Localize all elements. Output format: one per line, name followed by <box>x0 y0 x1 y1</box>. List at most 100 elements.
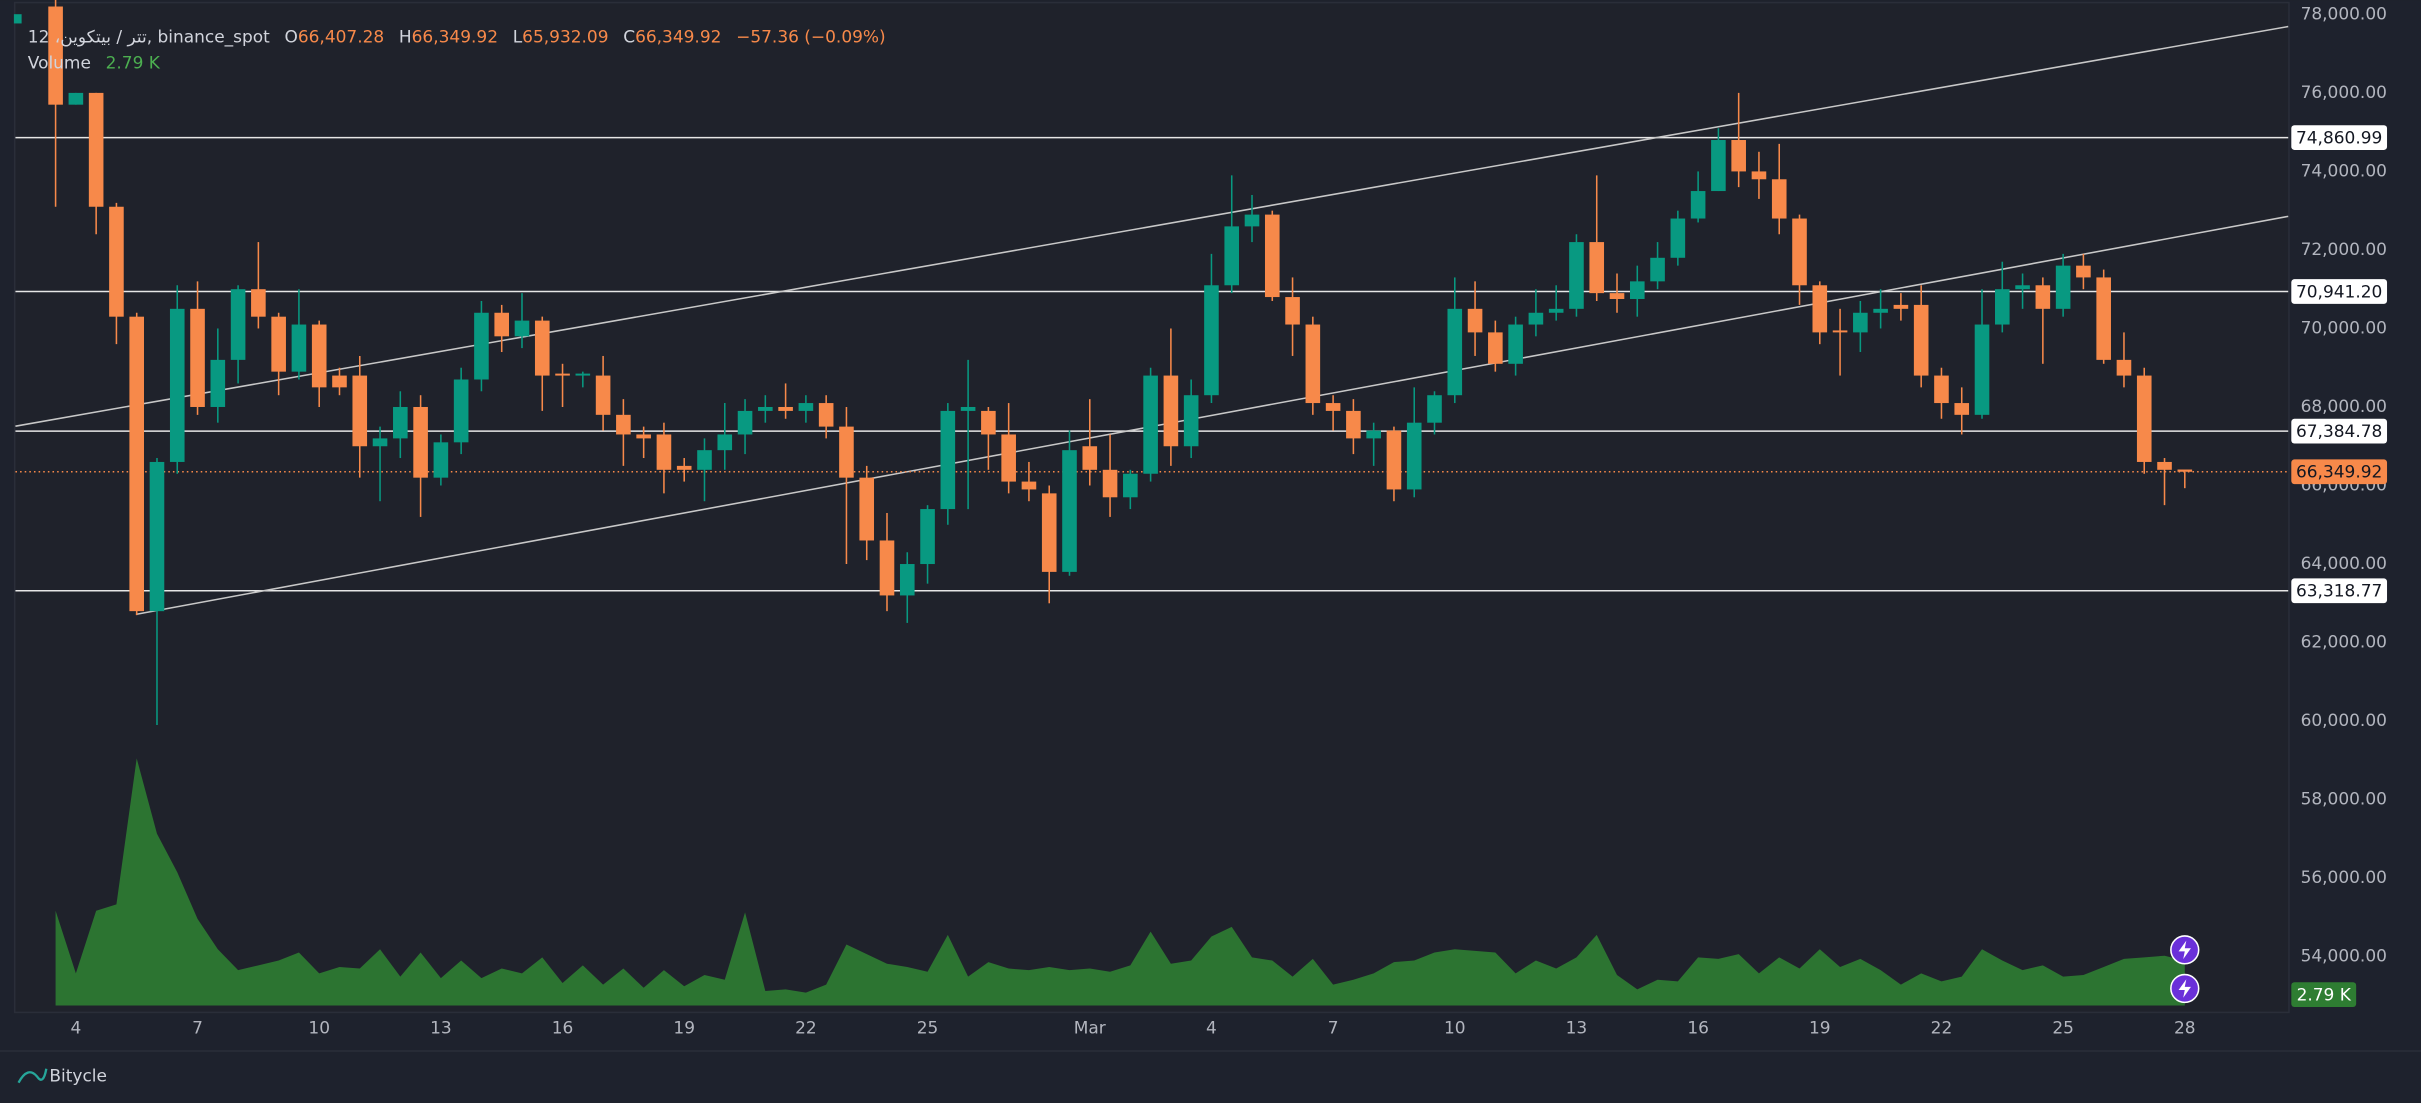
field-key: L <box>513 27 523 47</box>
x-tick-label: 22 <box>795 1019 817 1039</box>
x-tick-label: 10 <box>308 1019 330 1039</box>
candle-body <box>798 403 814 411</box>
y-tick-label: 60,000.00 <box>2301 711 2387 731</box>
trend-line <box>15 25 2289 427</box>
field-value: 66,349.92 <box>412 27 498 47</box>
field-key: O <box>284 27 297 47</box>
x-tick-label: 13 <box>430 1019 452 1039</box>
candle-body <box>352 375 368 447</box>
candle-body <box>2035 285 2051 309</box>
candle-body <box>1548 308 1564 313</box>
alert-icon[interactable] <box>2170 935 2200 965</box>
candle-body <box>778 406 793 411</box>
x-tick-label: 7 <box>1328 1019 1339 1039</box>
candle-body <box>818 403 834 427</box>
candle-body <box>697 450 712 470</box>
candle-body <box>1792 218 1807 286</box>
x-tick-label: 16 <box>1687 1019 1709 1039</box>
candle-body <box>1062 450 1077 572</box>
price-label: 74,860.99 <box>2296 128 2382 148</box>
x-tick-label: 10 <box>1444 1019 1466 1039</box>
candle-body <box>879 540 895 596</box>
y-tick-label: 56,000.00 <box>2301 868 2387 888</box>
candle-body <box>1102 469 1118 498</box>
alert-icon[interactable] <box>2170 973 2200 1004</box>
candle-body <box>555 373 570 376</box>
candle-body <box>291 324 307 372</box>
candle-body <box>1528 312 1544 325</box>
y-tick-label: 58,000.00 <box>2301 790 2387 810</box>
candle-body <box>1021 481 1037 490</box>
candle-body <box>1569 242 1584 309</box>
candle-body <box>960 406 976 411</box>
volume-legend: Volume 2.79 K <box>28 54 161 74</box>
candle-body <box>1041 493 1057 572</box>
candle-body <box>2076 265 2091 278</box>
candle-body <box>595 375 611 415</box>
price-label-box <box>2291 418 2388 444</box>
logo <box>17 1068 48 1084</box>
price-label: 63,318.77 <box>2296 582 2382 602</box>
candle-body <box>190 308 205 407</box>
change: −57.36 (−0.09%) <box>736 27 886 47</box>
candle-body <box>109 206 124 317</box>
candle-body <box>1650 257 1665 282</box>
y-tick-label: 68,000.00 <box>2301 397 2387 417</box>
candle-body <box>534 320 550 376</box>
candle-body <box>169 308 185 462</box>
candle-body <box>1406 422 1422 490</box>
candle-body <box>474 312 489 380</box>
volume-label-box <box>2291 982 2357 1007</box>
candle-body <box>737 410 753 435</box>
last-price-label: 66,349.92 <box>2296 463 2382 483</box>
field-key: H <box>399 27 412 47</box>
candle-body <box>981 410 996 435</box>
price-label-box <box>2291 125 2388 150</box>
y-tick-label: 74,000.00 <box>2301 161 2387 181</box>
x-tick-label: 16 <box>552 1019 574 1039</box>
candle-body <box>1670 218 1686 258</box>
candle-body <box>1325 403 1341 411</box>
price-label-box <box>2291 279 2388 304</box>
y-tick-label: 62,000.00 <box>2301 633 2387 653</box>
candle-body <box>1204 285 1219 396</box>
price-label: 67,384.78 <box>2296 422 2382 442</box>
candle-body <box>1183 395 1199 447</box>
candle-body <box>1508 324 1523 364</box>
candle-body <box>129 316 145 612</box>
candle-body <box>758 406 773 411</box>
price-label: 70,941.20 <box>2296 282 2382 302</box>
candle-body <box>311 324 327 388</box>
x-tick-label: 4 <box>70 1019 81 1039</box>
candle-body <box>1954 403 1970 415</box>
plot-layer: 54,000.00 56,000.00 58,000.00 60,000.00 62,0… <box>15 0 2388 1039</box>
field-value: 66,349.92 <box>635 27 721 47</box>
candle-body <box>1001 434 1016 482</box>
candle-body <box>1244 214 1260 227</box>
candle-body <box>433 442 449 478</box>
candle-body <box>1366 430 1381 439</box>
candle-body <box>2177 469 2193 472</box>
y-tick-label: 72,000.00 <box>2301 240 2387 260</box>
volume-area <box>55 758 2185 1006</box>
candle-body <box>1994 289 2010 325</box>
candle-body <box>1224 226 1240 286</box>
x-tick-label: 4 <box>1206 1019 1217 1039</box>
candle-body <box>1751 171 1767 180</box>
brand: Bitycle <box>49 1066 107 1086</box>
y-tick-label: 76,000.00 <box>2301 83 2387 103</box>
candle-body <box>1609 293 1625 300</box>
candle-body <box>2116 359 2132 376</box>
candle-body <box>1082 446 1098 470</box>
status-dot <box>13 14 22 24</box>
candle-body <box>1690 191 1706 219</box>
candle-body <box>2136 375 2152 462</box>
candle-body <box>1488 332 1503 364</box>
candle-body <box>149 461 165 612</box>
candle-body <box>1589 242 1605 294</box>
price-label-box <box>2291 578 2388 604</box>
candle-body <box>1346 410 1361 439</box>
candle-body <box>636 434 651 439</box>
candle-body <box>1163 375 1179 447</box>
field-value: 65,932.09 <box>522 27 608 47</box>
